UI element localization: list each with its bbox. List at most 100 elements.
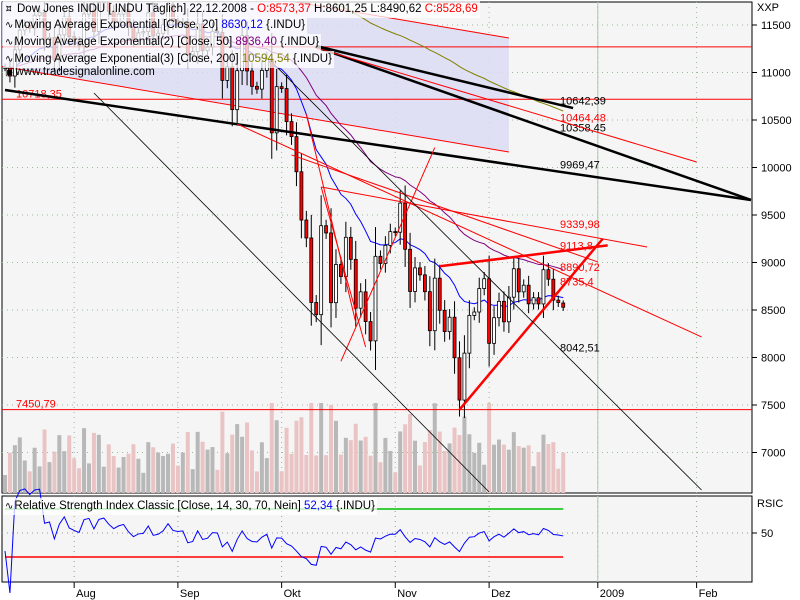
candle-body <box>250 70 254 87</box>
ema20-legend[interactable]: ∿Moving Average Exponential [Close, 20] … <box>3 17 308 34</box>
price-tick-label: 8000 <box>761 353 785 365</box>
volume-bar <box>363 436 368 493</box>
volume-bar <box>492 444 497 493</box>
rsi-line <box>4 488 564 594</box>
candle-body <box>477 288 482 313</box>
candle-body <box>378 255 383 264</box>
candle-body <box>363 291 368 322</box>
volume-bar <box>91 432 96 493</box>
volume-bar <box>47 462 52 493</box>
trendline <box>305 114 357 323</box>
candle-body <box>324 225 329 234</box>
volume-bar <box>111 456 116 493</box>
price-tick-label: 11500 <box>761 20 791 32</box>
volume-bar <box>72 458 77 493</box>
trendline <box>93 92 490 493</box>
candle-body <box>225 66 230 81</box>
candle-body <box>516 268 521 293</box>
rsi-label: Relative Strength Index Classic [Close, … <box>14 500 301 512</box>
candle-body <box>294 136 299 173</box>
ema200-symbol: {.INDU} <box>292 53 332 65</box>
time-tick-label: Sep <box>180 588 200 600</box>
volume-bar <box>487 403 492 493</box>
candle-body <box>259 70 264 90</box>
volume-bar <box>501 444 506 493</box>
volume-bar <box>561 452 566 493</box>
volume-bar <box>166 453 171 493</box>
trendline <box>315 45 752 202</box>
price-tick-label: 9500 <box>761 210 785 222</box>
volume-bar <box>230 434 235 493</box>
volume-bar <box>86 463 91 493</box>
ema20-label: Moving Average Exponential [Close, 20] <box>14 19 219 31</box>
volume-bar <box>77 468 82 493</box>
candle-body <box>492 317 496 344</box>
volume-bar <box>422 442 427 493</box>
volume-bar <box>264 458 269 493</box>
volume-bar <box>447 443 452 493</box>
ema50-legend[interactable]: ∿Moving Average Exponential(2) [Close, 5… <box>3 34 322 51</box>
candle-body <box>442 309 447 332</box>
price-tick-label: 7500 <box>761 400 785 412</box>
time-tick-label: Nov <box>397 588 417 600</box>
volume-bar <box>225 453 230 493</box>
volume-bar <box>116 467 121 493</box>
volume-bar <box>200 441 205 493</box>
candle-body <box>314 302 319 316</box>
volume-bar <box>106 444 111 493</box>
rsi-tick-label: 50 <box>761 528 773 540</box>
volume-bar <box>417 465 422 493</box>
volume-bar <box>3 475 7 493</box>
volume-bar <box>432 403 437 493</box>
trendline-label: 10642,39 <box>560 95 606 107</box>
volume-bar <box>52 451 57 493</box>
candle-body <box>432 277 437 332</box>
volume-bar <box>195 431 200 493</box>
candle-body <box>383 244 388 264</box>
indicator-wave-icon: ∿ <box>5 37 14 48</box>
volume-bar <box>269 403 274 493</box>
rsi-legend[interactable]: ∿Relative Strength Index Classic [Close,… <box>3 498 377 515</box>
candle-body <box>319 225 324 316</box>
logo-icon: ▣ <box>5 67 15 78</box>
ema50-label: Moving Average Exponential(2) [Close, 50… <box>14 36 233 48</box>
volume-bar <box>274 420 279 493</box>
candle-body <box>388 231 393 246</box>
candle-body <box>358 291 363 309</box>
ema50-value: 8936,40 <box>235 36 277 48</box>
trendline-label: 8042,51 <box>560 342 600 354</box>
horizontal-line-label: 7450,79 <box>16 399 56 411</box>
candle-body <box>289 121 294 138</box>
volume-bar <box>126 453 131 493</box>
volume-bar <box>333 420 338 493</box>
volume-bar <box>472 452 477 493</box>
ema200-legend[interactable]: ∿Moving Average Exponential(3) [Close, 2… <box>3 51 334 68</box>
volume-bar <box>37 466 42 493</box>
candle-body <box>482 278 487 289</box>
candle-body <box>393 231 398 234</box>
volume-bar <box>62 451 67 493</box>
time-tick-label: 2009 <box>600 588 624 600</box>
volume-bar <box>408 414 413 493</box>
candle-body <box>235 70 240 111</box>
candle-body <box>487 278 492 344</box>
volume-bar <box>289 453 294 493</box>
volume-bar <box>437 431 442 493</box>
volume-bar <box>378 462 383 493</box>
volume-bar <box>185 432 190 493</box>
candle-body <box>427 291 432 332</box>
volume-bar <box>170 443 175 493</box>
volume-bar <box>151 447 156 493</box>
instrument-header: ⯏ Dow Jones INDU [.INDU Täglich] 22.12.2… <box>3 1 480 18</box>
volume-bar <box>314 455 319 493</box>
trendline <box>316 47 697 163</box>
volume-bar <box>536 452 541 493</box>
volume-bar <box>546 444 551 493</box>
volume-bar <box>452 427 457 493</box>
instrument-title: Dow Jones INDU [.INDU Täglich] 22.12.200… <box>17 3 254 15</box>
watermark-text: www.tradesignalonline.com <box>15 66 155 78</box>
volume-bar <box>358 440 363 493</box>
candle-body <box>334 264 338 304</box>
price-tick-label: 11000 <box>761 68 791 80</box>
candle-body <box>329 232 333 304</box>
